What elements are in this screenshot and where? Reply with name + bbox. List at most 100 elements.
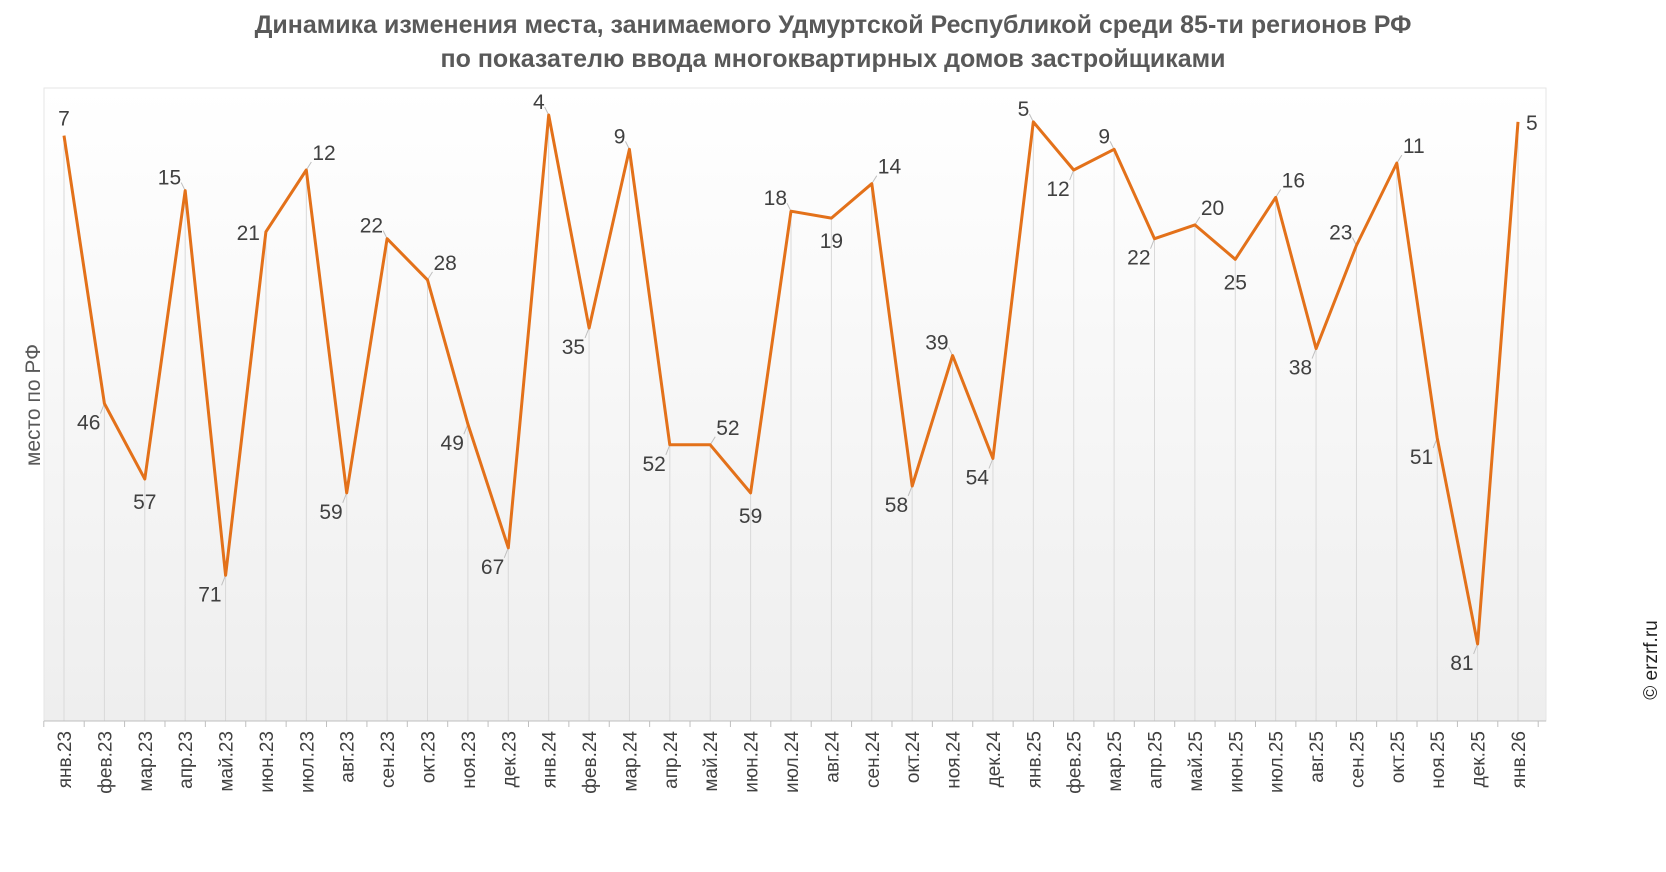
x-tick-label-14: фев.24 <box>580 731 601 794</box>
data-label-28: 22 <box>1127 247 1150 270</box>
label-leader-32 <box>1311 348 1317 359</box>
label-leader-22 <box>907 485 913 497</box>
data-label-5: 71 <box>198 583 221 606</box>
label-leader-4 <box>180 182 186 191</box>
plot-background <box>43 87 1547 722</box>
chart-title-line1: Динамика изменения места, занимаемого Уд… <box>254 11 1412 39</box>
data-label-34: 11 <box>1403 135 1425 158</box>
x-tick-label-29: май.25 <box>1186 731 1207 792</box>
label-leader-17 <box>709 436 716 446</box>
x-tick-label-34: окт.25 <box>1388 731 1409 783</box>
data-label-22: 58 <box>885 494 908 517</box>
data-label-16: 52 <box>642 453 665 476</box>
label-leader-10 <box>427 271 433 281</box>
label-leader-8 <box>342 492 348 504</box>
label-leader-5 <box>221 575 227 586</box>
data-label-21: 14 <box>878 156 902 179</box>
x-tick-label-27: мар.25 <box>1105 731 1126 792</box>
x-tick-label-37: янв.26 <box>1509 731 1530 788</box>
x-tick-label-30: июн.25 <box>1226 731 1247 793</box>
data-label-10: 28 <box>434 252 457 275</box>
x-tick-label-8: авг.23 <box>338 731 359 783</box>
x-tick-label-10: окт.23 <box>419 731 440 783</box>
x-tick-label-33: сен.25 <box>1347 731 1368 788</box>
data-label-19: 18 <box>764 187 787 210</box>
x-tick-label-31: июл.25 <box>1267 731 1288 793</box>
data-label-15: 9 <box>614 125 626 148</box>
label-leader-13 <box>544 106 550 116</box>
data-label-31: 16 <box>1282 169 1305 192</box>
x-tick-label-17: май.24 <box>701 731 722 792</box>
x-tick-label-2: фев.23 <box>95 731 116 794</box>
data-label-30: 25 <box>1224 271 1247 294</box>
data-label-18: 59 <box>739 505 762 528</box>
label-leader-23 <box>948 347 954 356</box>
label-leader-34 <box>1396 154 1403 164</box>
label-leader-19 <box>786 202 792 212</box>
x-tick-label-11: ноя.23 <box>459 731 480 789</box>
grid-lines <box>63 115 1519 721</box>
x-tick-label-3: мар.23 <box>136 731 157 792</box>
data-label-35: 51 <box>1410 446 1433 469</box>
label-leader-36 <box>1473 643 1479 655</box>
data-label-29: 20 <box>1201 197 1224 220</box>
data-label-6: 21 <box>237 222 260 245</box>
label-leader-24 <box>988 458 994 469</box>
x-tick-label-32: авг.25 <box>1307 731 1328 783</box>
label-leader-28 <box>1150 238 1155 249</box>
data-label-36: 81 <box>1450 652 1473 675</box>
data-label-32: 38 <box>1289 357 1312 380</box>
data-label-2: 46 <box>77 412 100 435</box>
x-tick-label-15: мар.24 <box>620 731 641 792</box>
x-tick-label-16: апр.24 <box>661 731 682 789</box>
x-tick-label-28: апр.25 <box>1146 731 1167 789</box>
x-tick-label-20: авг.24 <box>822 731 843 783</box>
label-leader-7 <box>305 161 312 171</box>
x-tick-label-25: янв.25 <box>1024 731 1045 788</box>
x-tick-label-12: дек.23 <box>499 731 520 787</box>
x-tick-labels: янв.23 фев.23 мар.23 апр.23 май.23 июн.23 июл.… <box>55 731 1530 794</box>
data-label-27: 9 <box>1098 125 1110 148</box>
label-leader-29 <box>1194 216 1201 226</box>
x-tick-label-9: сен.23 <box>378 731 399 788</box>
x-tick-label-24: дек.24 <box>984 731 1005 788</box>
x-tick-label-5: май.23 <box>217 731 238 792</box>
x-tick-label-13: янв.24 <box>540 731 561 789</box>
data-label-9: 22 <box>360 215 383 238</box>
data-label-13: 4 <box>533 91 545 114</box>
chart-title: Динамика изменения места, занимаемого Уд… <box>0 8 1666 76</box>
label-leader-9 <box>382 230 388 239</box>
data-label-23: 39 <box>925 331 948 354</box>
data-label-26: 12 <box>1046 178 1069 201</box>
data-label-24: 54 <box>966 467 990 490</box>
data-label-37: 5 <box>1526 112 1538 135</box>
x-tick-label-23: ноя.24 <box>944 731 965 789</box>
label-leader-25 <box>1028 113 1034 123</box>
data-label-12: 67 <box>481 556 504 579</box>
x-tick-label-35: ноя.25 <box>1428 731 1449 789</box>
data-label-33: 23 <box>1329 222 1352 245</box>
data-label-7: 12 <box>312 142 335 165</box>
data-label-11: 49 <box>441 432 464 455</box>
data-labels: 7465715712112592228496743595252591819145… <box>58 91 1538 675</box>
series-line <box>62 113 1520 646</box>
chart-title-line2: по показателю ввода многоквартирных домо… <box>440 45 1226 73</box>
label-leader-12 <box>503 547 509 558</box>
x-tick-label-4: апр.23 <box>176 731 197 789</box>
x-tick-label-6: июн.23 <box>257 731 278 793</box>
label-leader-16 <box>665 444 671 455</box>
x-tick-label-7: июл.23 <box>297 731 318 793</box>
data-label-14: 35 <box>562 336 585 359</box>
x-tick-label-1: янв.23 <box>55 731 76 788</box>
data-label-20: 19 <box>820 230 843 253</box>
label-leader-21 <box>871 175 878 184</box>
label-leader-14 <box>584 327 590 339</box>
x-tick-label-36: дек.25 <box>1469 731 1490 787</box>
data-label-17: 52 <box>716 417 739 440</box>
x-axis <box>43 720 1546 727</box>
data-label-3: 57 <box>133 491 156 514</box>
x-tick-label-26: фев.25 <box>1065 731 1086 794</box>
data-label-1: 7 <box>58 108 70 131</box>
data-label-4: 15 <box>158 167 181 190</box>
